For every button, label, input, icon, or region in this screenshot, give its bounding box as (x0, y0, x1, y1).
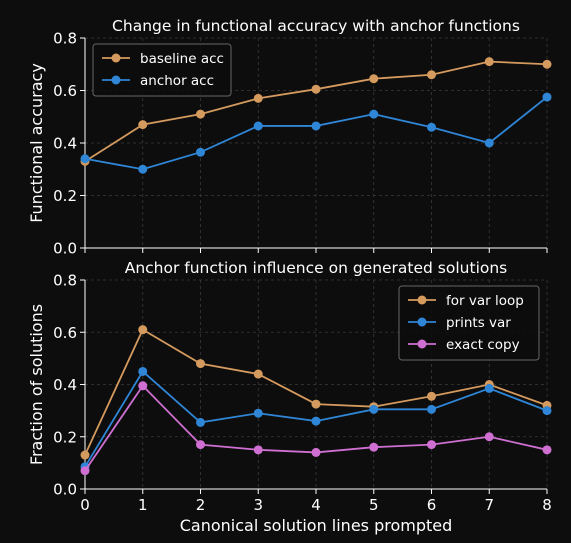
y-tick-label: 0.2 (53, 187, 77, 205)
y-tick-label: 0.4 (53, 376, 77, 394)
data-point (80, 466, 90, 476)
legend-label: for var loop (446, 293, 524, 309)
data-point (196, 147, 205, 157)
x-tick-label: 0 (80, 496, 90, 514)
data-point (253, 93, 263, 103)
data-point (138, 164, 148, 174)
x-tick-label: 4 (311, 496, 321, 514)
data-point (484, 383, 494, 393)
data-point (427, 122, 436, 132)
series-exact-copy (80, 381, 552, 476)
y-tick-label: 0.4 (53, 135, 77, 153)
data-point (311, 121, 321, 131)
legend-frame (92, 43, 232, 97)
x-axis-label: Canonical solution lines prompted (180, 516, 453, 535)
data-point (253, 369, 263, 379)
data-point (196, 359, 205, 369)
chart-title: Anchor function influence on generated s… (125, 259, 508, 277)
data-point (427, 440, 436, 450)
legend: for var loop prints var exact copy (398, 285, 540, 361)
x-tick-label: 8 (542, 496, 552, 514)
x-tick-label: 1 (138, 496, 148, 514)
data-point (311, 399, 321, 409)
data-point (369, 74, 379, 84)
chart-title: Change in functional accuracy with ancho… (112, 17, 520, 35)
data-point (369, 442, 379, 452)
data-point (427, 70, 436, 80)
data-point (196, 417, 205, 427)
y-tick-label: 0.6 (53, 324, 77, 342)
data-point (196, 440, 205, 450)
legend-swatch-marker (417, 339, 427, 349)
data-point (542, 59, 552, 69)
data-point (253, 408, 263, 418)
legend-label: baseline acc (140, 51, 224, 67)
series-anchor-acc (80, 92, 552, 174)
data-point (542, 445, 552, 455)
influence-chart-panel: 0.0 0.2 0.4 0.6 0.8 0 1 2 3 4 5 6 7 8 Anchor function … (27, 259, 552, 535)
legend-label: anchor acc (140, 73, 214, 89)
data-point (253, 445, 263, 455)
x-tick-label: 6 (427, 496, 437, 514)
data-point (196, 109, 205, 119)
legend-swatch-marker (417, 317, 427, 327)
legend-swatch-marker (417, 295, 427, 305)
legend-swatch-marker (111, 53, 121, 63)
data-point (80, 450, 90, 460)
y-tick-label: 0.0 (53, 240, 77, 258)
legend-label: exact copy (446, 337, 520, 353)
accuracy-chart-panel: 0.0 0.2 0.4 0.6 0.8 Change in functional accu… (27, 17, 552, 258)
x-tick-label: 7 (484, 496, 494, 514)
x-tick-label: 5 (369, 496, 379, 514)
y-tick-label: 0.2 (53, 428, 77, 446)
data-point (311, 416, 321, 426)
y-tick-label: 0.8 (53, 272, 77, 290)
data-point (427, 404, 436, 414)
y-axis-label: Fraction of solutions (27, 304, 46, 465)
data-point (484, 138, 494, 148)
y-tick-label: 0.6 (53, 82, 77, 100)
legend-frame (398, 285, 540, 361)
data-point (138, 381, 148, 391)
data-point (311, 84, 321, 94)
data-point (138, 366, 148, 376)
data-point (138, 120, 148, 130)
data-point (369, 109, 379, 119)
data-point (484, 57, 494, 67)
y-tick-label: 0.8 (53, 30, 77, 48)
x-tick-label: 2 (196, 496, 206, 514)
data-point (484, 432, 494, 442)
data-point (311, 447, 321, 457)
data-point (427, 391, 436, 401)
legend-label: prints var (446, 315, 511, 331)
data-point (369, 404, 379, 414)
y-axis-label: Functional accuracy (27, 63, 46, 223)
legend-swatch-marker (111, 75, 121, 85)
y-tick-label: 0.0 (53, 481, 77, 499)
x-tick-label: 3 (253, 496, 263, 514)
data-point (138, 325, 148, 335)
data-point (542, 406, 552, 416)
legend: baseline acc anchor acc (92, 43, 232, 97)
data-point (542, 92, 552, 102)
data-point (80, 154, 90, 164)
data-point (253, 121, 263, 131)
